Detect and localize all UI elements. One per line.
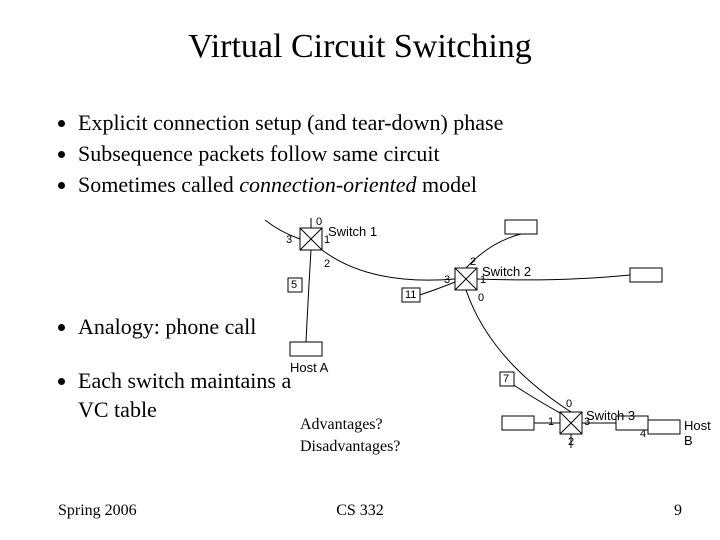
s1-port2: 2 <box>324 258 330 270</box>
host-a-label: Host A <box>290 360 328 375</box>
switch-3-node <box>560 412 582 434</box>
bullet-3-pre: Sometimes called <box>78 172 239 197</box>
s3-port1: 1 <box>548 416 554 428</box>
top-bullets: Explicit connection setup (and tear-down… <box>58 108 503 200</box>
s3-port2: 2 <box>568 436 574 448</box>
switch-3-label: Switch 3 <box>586 408 635 423</box>
host-mid-right-box <box>630 268 662 282</box>
bullet-3-em: connection-oriented <box>239 172 416 197</box>
page-title: Virtual Circuit Switching <box>0 28 720 66</box>
s3-bigport: 7 <box>503 373 509 385</box>
diagram-svg <box>270 220 710 480</box>
switch-2-label: Switch 2 <box>482 264 531 279</box>
host-s3-left-box <box>502 416 534 430</box>
s2-port3: 3 <box>444 274 450 286</box>
s3-port0: 0 <box>566 398 572 410</box>
s3-port4: 4 <box>640 428 646 440</box>
s2-port2: 2 <box>470 256 476 268</box>
bullet-2: Subsequence packets follow same circuit <box>78 139 503 170</box>
s1-port0: 0 <box>316 216 322 228</box>
bullet-3-post: model <box>416 172 477 197</box>
bullet-analogy: Analogy: phone call <box>78 312 298 342</box>
left-bullets: Analogy: phone call Each switch maintain… <box>58 312 298 449</box>
s1-bigport: 5 <box>291 279 297 291</box>
host-a-box <box>290 342 322 356</box>
s2-port1: 1 <box>480 274 486 286</box>
s2-bigport: 11 <box>405 289 416 301</box>
s1-port3: 3 <box>286 234 292 246</box>
bullet-1: Explicit connection setup (and tear-down… <box>78 108 503 139</box>
s1-port1: 1 <box>324 234 330 246</box>
s3-port3: 3 <box>584 416 590 428</box>
network-diagram: Switch 1 Switch 2 Switch 3 0 1 2 3 5 0 1… <box>270 220 710 480</box>
bullet-vctable: Each switch maintains a VC table <box>78 366 298 425</box>
host-b-box <box>648 420 680 434</box>
bullet-3: Sometimes called connection-oriented mod… <box>78 170 503 201</box>
switch-1-node <box>300 228 322 250</box>
footer-center: CS 332 <box>0 502 720 520</box>
switch-1-label: Switch 1 <box>328 224 377 239</box>
footer-right: 9 <box>674 502 682 520</box>
host-mid-top-box <box>505 220 537 234</box>
switch-2-node <box>455 268 477 290</box>
host-b-label: Host B <box>684 418 711 448</box>
s2-port0: 0 <box>478 292 484 304</box>
